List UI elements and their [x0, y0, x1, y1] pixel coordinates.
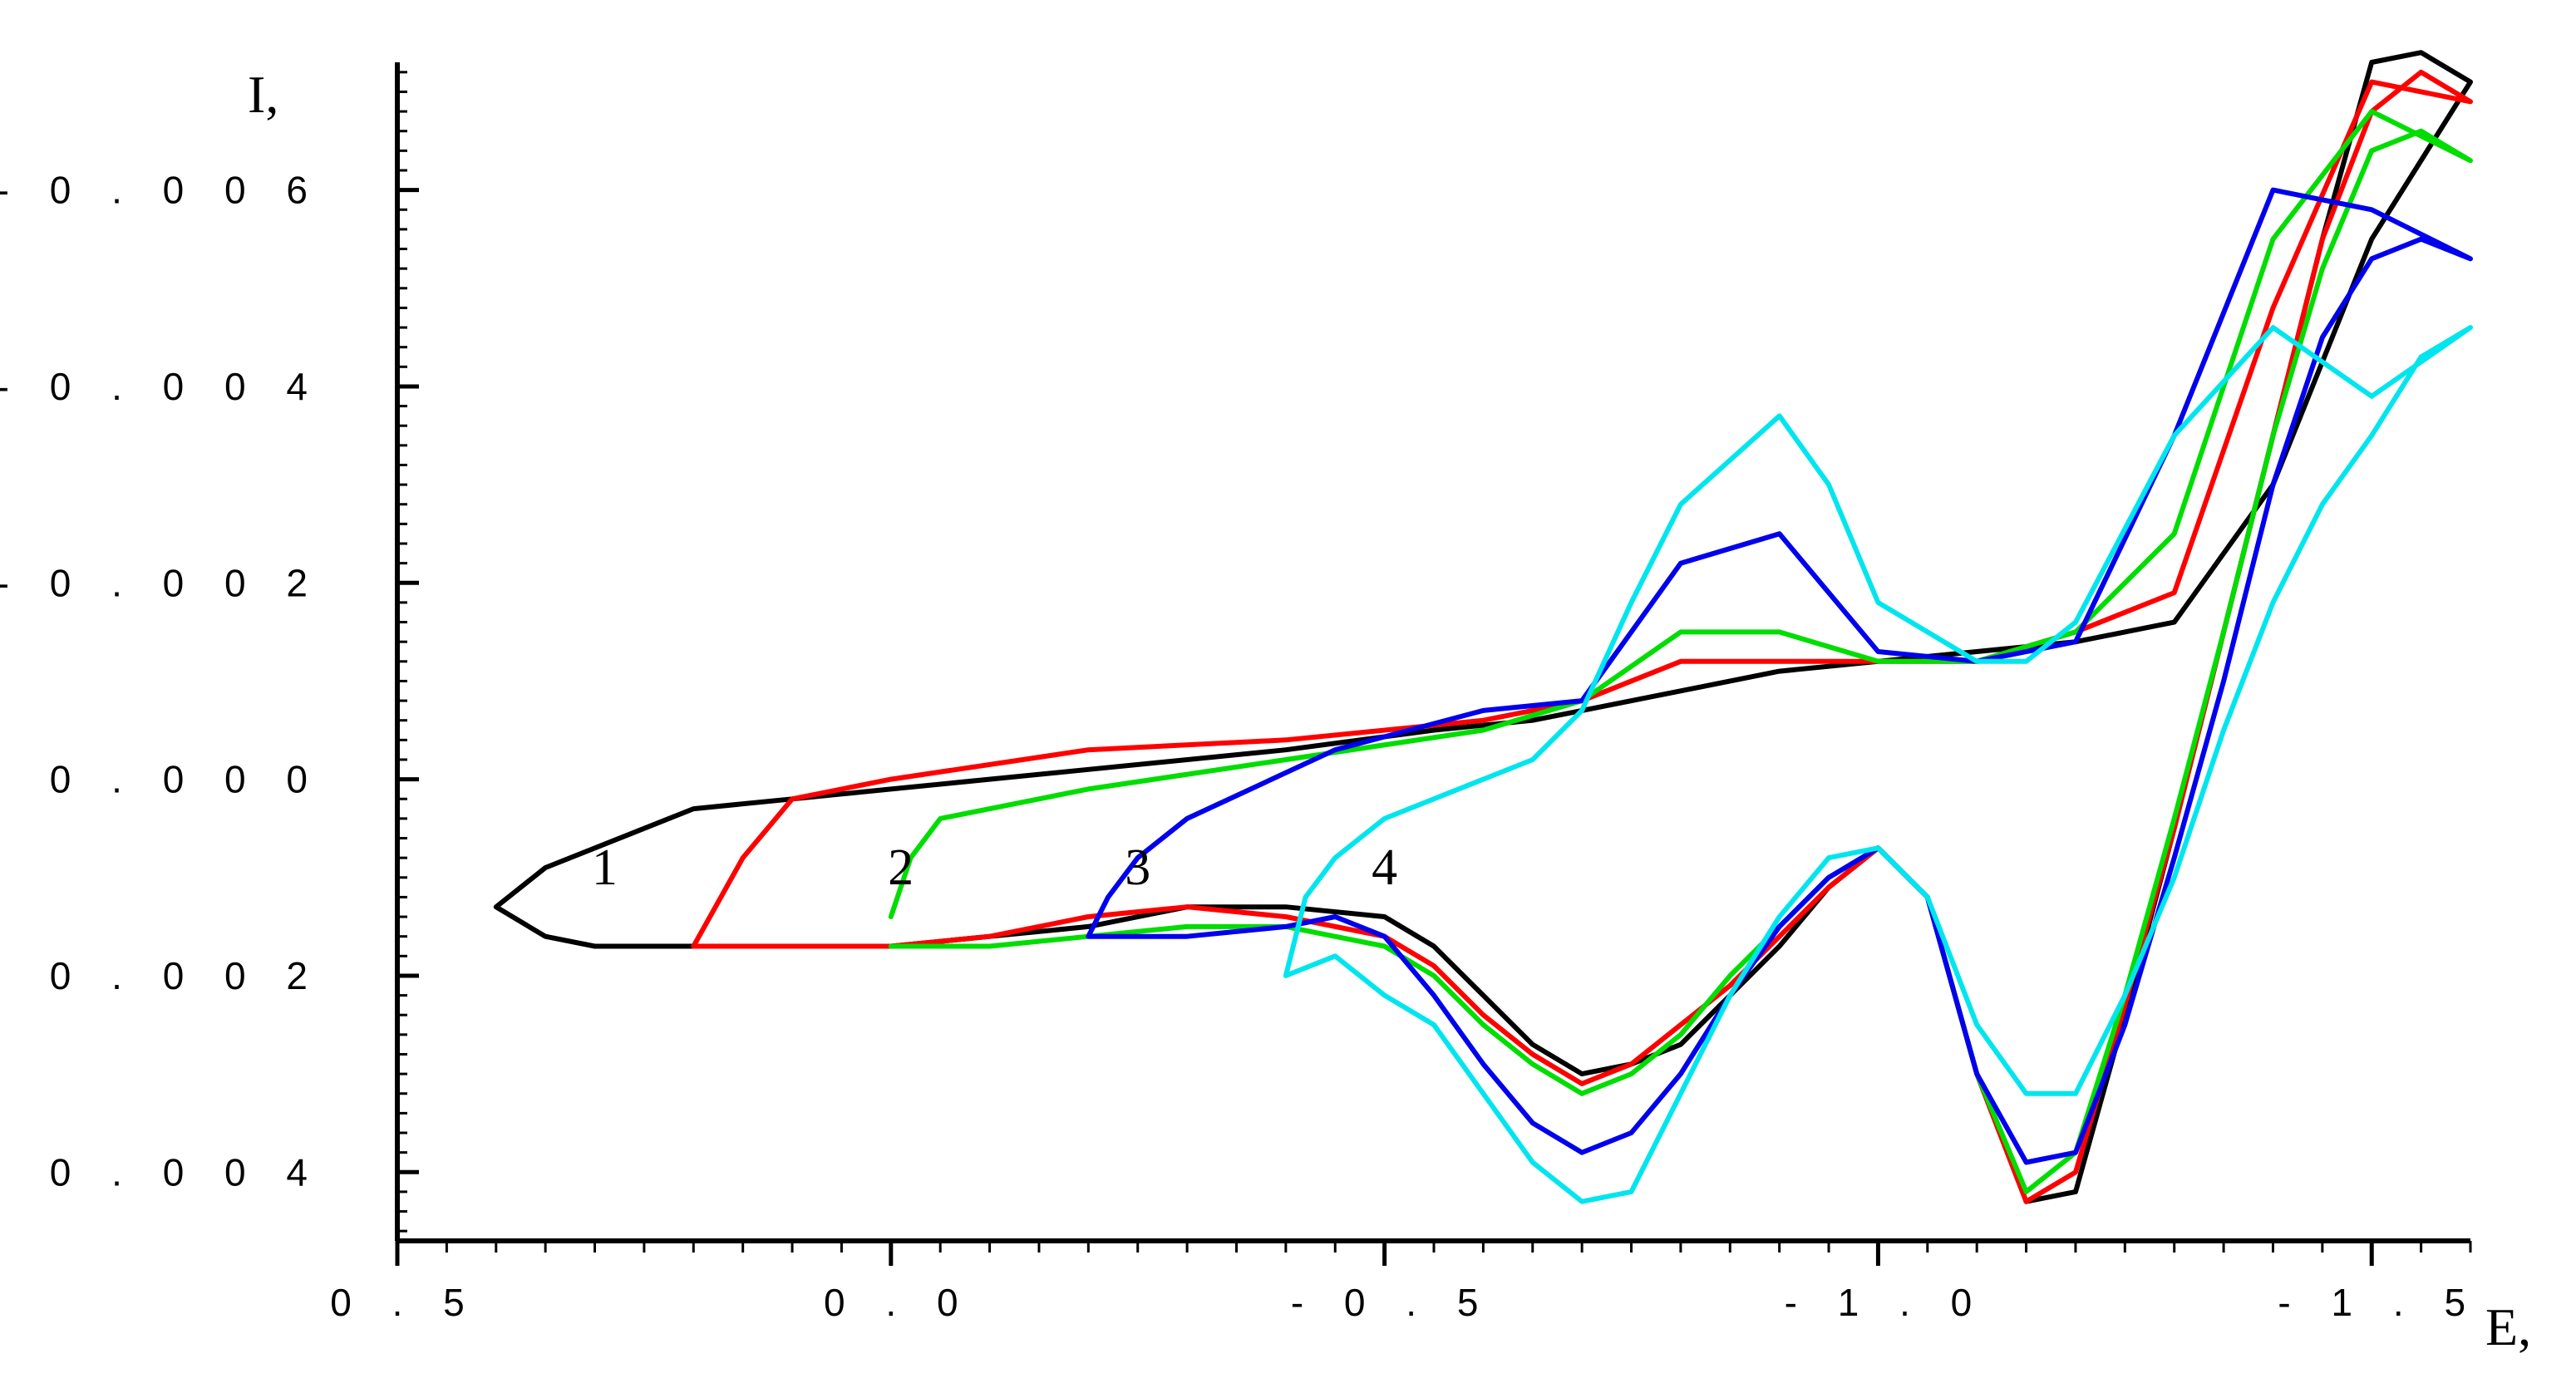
x-tick-label: 0 . 0: [824, 1281, 973, 1324]
curve-number-label: 3: [1125, 839, 1150, 896]
curve-number-label: 1: [592, 839, 618, 896]
x-tick-label: - 1 . 5: [2278, 1281, 2480, 1324]
curve-number-label: 4: [1372, 839, 1397, 896]
series-line-1: [493, 50, 2473, 1204]
x-tick-label: 0 . 5: [330, 1281, 480, 1324]
series-line-5: [1283, 325, 2473, 1204]
y-tick-label: 0 . 0 0 0: [50, 758, 323, 801]
y-tick-label: - 0 . 0 0 4: [0, 365, 323, 408]
y-tick-label: 0 . 0 0 4: [50, 1150, 323, 1194]
x-tick-label: - 1 . 0: [1785, 1281, 1987, 1324]
series-line-4: [1086, 187, 2473, 1165]
series-line-2: [691, 69, 2473, 1204]
y-tick-label: - 0 . 0 0 2: [0, 561, 323, 604]
series-line-3: [888, 109, 2473, 1194]
labels-layer: - 0 . 0 0 6 - 0 . 0 0 4 - 0 . 0 0 2 0 . 0 0…: [0, 169, 2480, 1324]
axes-layer: [395, 62, 2472, 1266]
x-axis-label: E,: [2485, 1297, 2531, 1356]
y-tick-label: - 0 . 0 0 6: [0, 169, 323, 212]
x-tick-label: - 0 . 5: [1291, 1281, 1494, 1324]
curve-number-label: 2: [888, 839, 914, 896]
y-axis-label: I,: [248, 65, 278, 124]
series-layer: [493, 50, 2473, 1204]
y-tick-label: 0 . 0 0 2: [50, 954, 323, 997]
